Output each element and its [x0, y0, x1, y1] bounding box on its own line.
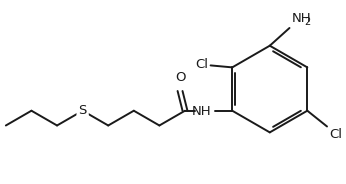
Text: S: S: [79, 104, 87, 117]
Text: NH: NH: [291, 12, 311, 25]
Text: 2: 2: [304, 17, 310, 27]
Text: Cl: Cl: [329, 128, 342, 141]
Text: NH: NH: [192, 105, 211, 118]
Text: Cl: Cl: [195, 58, 209, 71]
Text: O: O: [175, 71, 185, 84]
